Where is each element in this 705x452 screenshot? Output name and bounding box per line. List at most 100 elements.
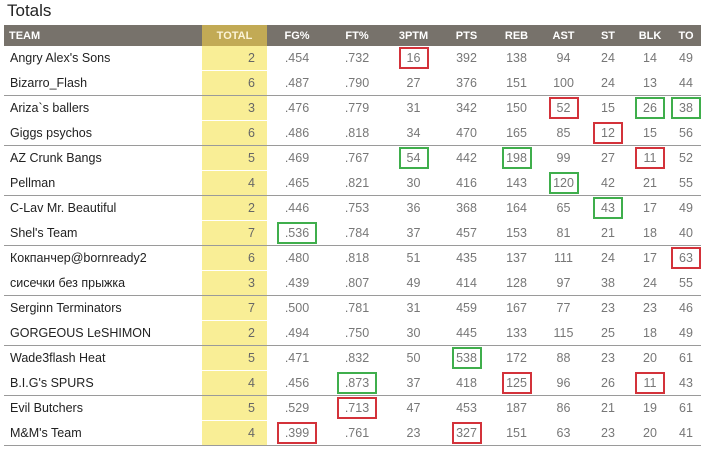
table-row: Shel's Team 7.536 .784 37 457 153 81 21 18 40	[4, 220, 701, 246]
fg-pct-cell: .500	[284, 301, 310, 315]
reb-cell: 164	[506, 201, 527, 215]
fg-pct-cell: .529	[284, 401, 310, 415]
column-header-st[interactable]: ST	[587, 25, 629, 46]
to-cell: 44	[679, 76, 693, 90]
total-cell: 7	[202, 220, 267, 246]
ast-cell: 85	[556, 126, 571, 140]
3ptm-cell: 31	[406, 101, 421, 115]
team-cell[interactable]: B.I.G's SPURS	[10, 376, 94, 390]
3ptm-cell: 16	[387, 46, 440, 71]
ast-cell: 86	[556, 401, 571, 415]
ast-cell: 111	[553, 251, 573, 265]
fg-pct-cell: .494	[284, 326, 310, 340]
column-header-team[interactable]: TEAM	[4, 25, 202, 46]
ft-pct-cell: .753	[344, 201, 370, 215]
to-cell: 46	[679, 301, 693, 315]
fg-pct-cell: .469	[284, 151, 310, 165]
total-cell: 5	[202, 345, 267, 371]
team-cell[interactable]: Serginn Terminators	[10, 301, 122, 315]
st-cell: 24	[601, 76, 615, 90]
pts-cell: 442	[456, 151, 477, 165]
ft-pct-cell: .784	[344, 226, 370, 240]
table-row: Pellman 4 .465 .821 30 416 143 120 42 21 55	[4, 170, 701, 196]
fg-pct-cell: .480	[284, 251, 310, 265]
column-header-fg-pct[interactable]: FG%	[267, 25, 327, 46]
team-cell[interactable]: Angry Alex's Sons	[10, 51, 111, 65]
pts-cell: 392	[456, 51, 477, 65]
fg-pct-cell: .476	[284, 101, 310, 115]
ft-pct-cell: .790	[344, 76, 370, 90]
to-cell: 56	[679, 126, 693, 140]
reb-cell: 198	[493, 146, 540, 171]
st-cell: 25	[601, 326, 615, 340]
team-cell[interactable]: Кокпанчер@bornready2	[10, 251, 147, 265]
3ptm-cell: 37	[406, 376, 421, 390]
ft-pct-cell: .781	[344, 301, 370, 315]
team-cell[interactable]: Ariza`s ballers	[10, 101, 90, 115]
3ptm-cell: 47	[406, 401, 421, 415]
column-header-ft-pct[interactable]: FT%	[327, 25, 387, 46]
3ptm-cell: 51	[406, 251, 421, 265]
column-header-blk[interactable]: BLK	[629, 25, 671, 46]
ft-pct-cell: .818	[344, 126, 370, 140]
fg-pct-cell: .465	[284, 176, 310, 190]
3ptm-cell: 30	[406, 326, 421, 340]
blk-cell: 17	[643, 201, 657, 215]
to-cell: 40	[679, 226, 693, 240]
st-cell: 26	[601, 376, 615, 390]
blk-cell: 20	[643, 351, 657, 365]
reb-cell: 133	[506, 326, 527, 340]
team-cell[interactable]: C-Lav Mr. Beautiful	[10, 201, 117, 215]
team-cell[interactable]: Wade3flash Heat	[10, 351, 106, 365]
reb-cell: 125	[493, 371, 540, 396]
3ptm-cell: 36	[406, 201, 421, 215]
team-cell[interactable]: GORGEOUS LeSHIMON	[10, 326, 151, 340]
table-row: C-Lav Mr. Beautiful 2 .446 .753 36 368 164 65 43…	[4, 195, 701, 221]
blk-cell: 14	[643, 51, 657, 65]
pts-cell: 435	[456, 251, 477, 265]
ast-cell: 99	[556, 151, 571, 165]
ft-pct-cell: .821	[344, 176, 370, 190]
team-cell[interactable]: M&M's Team	[10, 426, 82, 440]
fg-pct-cell: .471	[284, 351, 310, 365]
reb-cell: 138	[506, 51, 527, 65]
header-row: TEAM TOTAL FG% FT% 3PTM PTS REB AST ST B…	[4, 25, 701, 46]
team-cell[interactable]: Shel's Team	[10, 226, 78, 240]
column-header-pts[interactable]: PTS	[440, 25, 493, 46]
team-cell[interactable]: Pellman	[10, 176, 56, 190]
team-cell[interactable]: AZ Crunk Bangs	[10, 151, 102, 165]
column-header-reb[interactable]: REB	[493, 25, 540, 46]
to-cell: 49	[679, 201, 693, 215]
table-row: Wade3flash Heat 5 .471 .832 50 538 172 88 23 20 61	[4, 345, 701, 371]
column-header-to[interactable]: TO	[671, 25, 701, 46]
team-cell[interactable]: сисечки без прыжка	[10, 276, 126, 290]
column-header-ast[interactable]: AST	[540, 25, 587, 46]
3ptm-cell: 49	[406, 276, 421, 290]
total-cell: 6	[202, 245, 267, 271]
st-cell: 15	[601, 101, 615, 115]
total-cell: 4	[202, 370, 267, 396]
ast-cell: 97	[556, 276, 571, 290]
totals-table: TEAM TOTAL FG% FT% 3PTM PTS REB AST ST B…	[4, 25, 701, 446]
3ptm-cell: 30	[406, 176, 421, 190]
reb-cell: 172	[506, 351, 527, 365]
blk-cell: 24	[643, 276, 657, 290]
ft-pct-cell: .779	[344, 101, 370, 115]
total-cell: 6	[202, 70, 267, 96]
total-cell: 7	[202, 295, 267, 321]
team-cell[interactable]: Evil Butchers	[10, 401, 83, 415]
blk-cell: 21	[643, 176, 657, 190]
team-cell[interactable]: Bizarro_Flash	[10, 76, 88, 90]
total-cell: 2	[202, 195, 267, 221]
fg-pct-cell: .399	[267, 421, 327, 446]
ast-cell: 88	[556, 351, 571, 365]
blk-cell: 23	[643, 301, 657, 315]
team-cell[interactable]: Giggs psychos	[10, 126, 92, 140]
total-cell: 4	[202, 170, 267, 196]
to-cell: 43	[679, 376, 693, 390]
table-row: Ariza`s ballers 3 .476 .779 31 342 150 52 15 26 38	[4, 95, 701, 121]
column-header-3ptm[interactable]: 3PTM	[387, 25, 440, 46]
reb-cell: 153	[506, 226, 527, 240]
3ptm-cell: 37	[406, 226, 421, 240]
column-header-total[interactable]: TOTAL	[202, 25, 267, 46]
